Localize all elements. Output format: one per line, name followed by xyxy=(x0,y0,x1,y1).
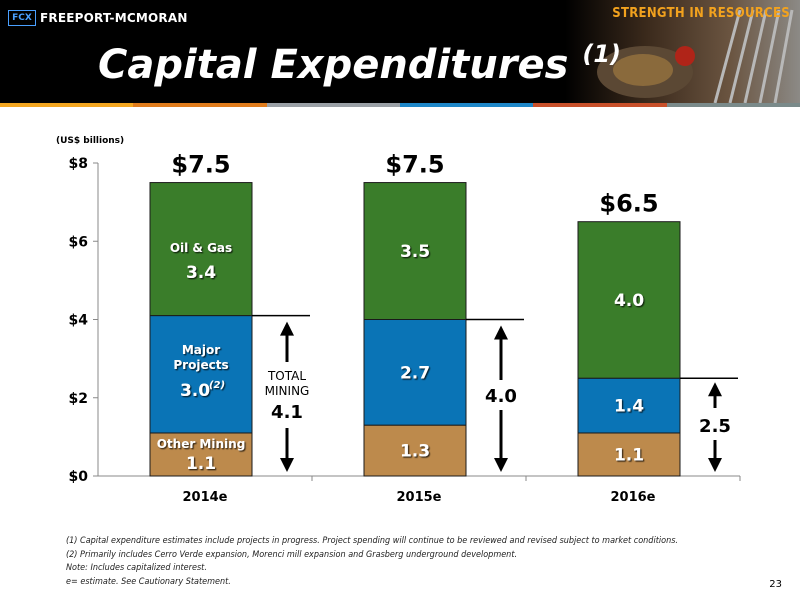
mining-total-caption: TOTAL xyxy=(267,369,306,383)
header-photo-image xyxy=(565,0,800,103)
y-tick-label: $4 xyxy=(69,313,89,329)
color-stripe xyxy=(0,103,800,107)
segment-value-label: 3.0 xyxy=(180,381,210,401)
stripe-segment xyxy=(266,103,400,107)
series-name-label: Major xyxy=(182,343,220,357)
series-name-label: Oil & Gas xyxy=(170,241,232,255)
bar-total-label: $7.5 xyxy=(385,151,444,179)
arrow-down-icon xyxy=(708,458,722,472)
stripe-segment xyxy=(399,103,534,107)
bar-oil_gas xyxy=(577,221,681,379)
title-footnote-marker: (1) xyxy=(582,40,621,68)
y-tick-label: $2 xyxy=(69,391,88,407)
y-tick-label: $6 xyxy=(69,234,88,250)
arrow-up-icon xyxy=(494,325,508,340)
arrow-up-icon xyxy=(280,321,294,336)
footnote-line: (2) Primarily includes Cerro Verde expan… xyxy=(66,549,518,560)
arrow-down-icon xyxy=(494,458,508,472)
segment-value-label: 3.5 xyxy=(400,242,430,262)
mining-total-value: 2.5 xyxy=(699,416,731,437)
bar-oil_gas xyxy=(149,182,253,317)
bar-other_mining xyxy=(363,424,467,477)
segment-value-label: 1.4 xyxy=(614,397,644,417)
bar-other_mining xyxy=(149,432,253,477)
bar-major_projects xyxy=(577,377,681,434)
company-logo: FCX FREEPORT-MCMORAN xyxy=(8,10,188,26)
bar-other_mining xyxy=(577,432,681,477)
page-title-text: Capital Expenditures xyxy=(98,42,569,88)
mining-total-value: 4.1 xyxy=(271,402,303,423)
page-title: Capital Expenditures (1) xyxy=(98,40,621,88)
stripe-segment xyxy=(533,103,667,107)
segment-footnote-marker: (2) xyxy=(209,380,225,391)
stripe-segment xyxy=(133,103,267,107)
y-tick-label: $8 xyxy=(69,156,88,172)
segment-value-label: 4.0 xyxy=(614,291,644,311)
series-name-label: Other Mining xyxy=(157,437,246,451)
slide-header: FCX FREEPORT-MCMORAN STRENGTH IN RESOURC… xyxy=(0,0,800,103)
bar-major_projects xyxy=(149,315,253,434)
x-tick-label: 2014e xyxy=(183,490,228,505)
stripe-segment xyxy=(666,103,800,107)
arrow-down-icon xyxy=(280,458,294,472)
unit-label: (US$ billions) xyxy=(56,136,124,146)
bar-total-label: $6.5 xyxy=(599,190,658,218)
footnote-line: Note: Includes capitalized interest. xyxy=(66,563,207,573)
bar-oil_gas xyxy=(363,182,467,320)
x-tick-label: 2015e xyxy=(397,490,442,505)
segment-value-label: 2.7 xyxy=(400,363,430,383)
bar-major_projects xyxy=(363,319,467,426)
x-tick-label: 2016e xyxy=(611,490,656,505)
segment-value-label: 3.4 xyxy=(186,263,216,283)
page-number: 23 xyxy=(769,579,782,590)
series-name-label: Projects xyxy=(173,358,228,372)
segment-value-label: 1.3 xyxy=(400,442,430,462)
tagline: STRENGTH IN RESOURCES xyxy=(612,6,790,21)
segment-value-label: 1.1 xyxy=(614,445,644,465)
footnote-line: e= estimate. See Cautionary Statement. xyxy=(66,576,231,587)
footnotes: (1) Capital expenditure estimates includ… xyxy=(66,535,766,589)
mining-total-caption: MINING xyxy=(265,384,310,398)
logo-text: FREEPORT-MCMORAN xyxy=(40,11,188,25)
logo-mark-icon: FCX xyxy=(8,10,36,26)
bar-total-label: $7.5 xyxy=(171,151,230,179)
mining-total-value: 4.0 xyxy=(485,386,517,407)
stripe-segment xyxy=(0,103,134,107)
segment-value-label: 1.1 xyxy=(186,454,216,474)
footnote-line: (1) Capital expenditure estimates includ… xyxy=(66,536,678,546)
arrow-up-icon xyxy=(708,382,722,397)
y-tick-label: $0 xyxy=(69,469,89,485)
